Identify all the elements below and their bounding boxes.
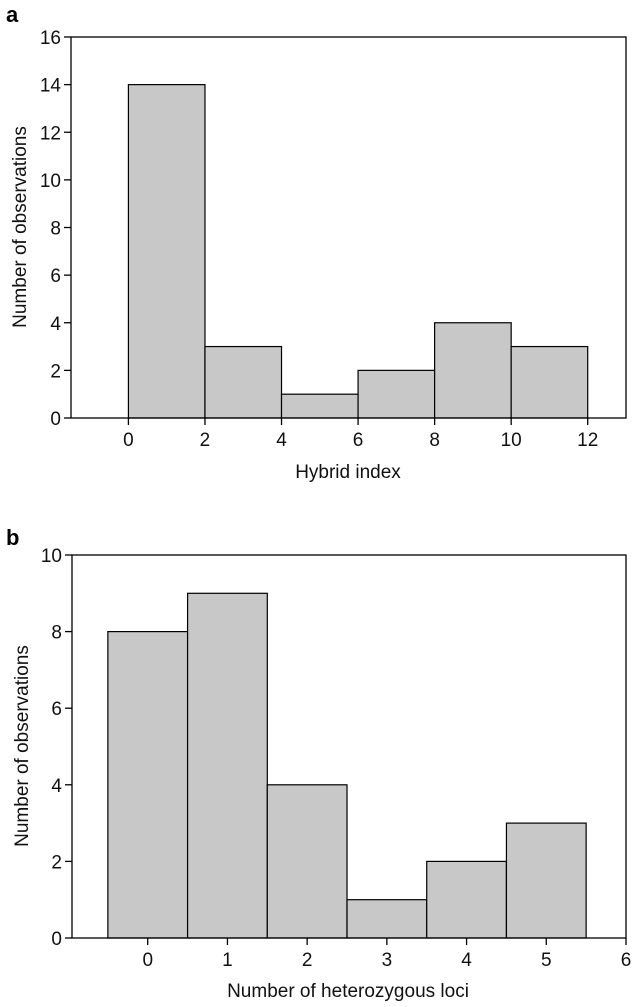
x-tick-label-a-0: 0	[123, 430, 134, 451]
x-tick-label-b-6: 6	[621, 950, 632, 971]
y-tick-label-b-1: 2	[51, 852, 62, 873]
x-axis-title-b: Number of heterozygous loci	[227, 981, 469, 1002]
y-tick-label-a-6: 12	[40, 123, 61, 144]
y-tick-label-a-7: 14	[40, 76, 62, 97]
x-tick-label-a-5: 10	[501, 430, 522, 451]
bar-b-1	[186, 592, 268, 939]
panel-letter-a: a	[6, 2, 19, 27]
y-tick-label-a-4: 8	[50, 219, 61, 240]
bar-b-4	[426, 860, 508, 939]
x-axis-a: 0 2 4 6 8 10 12	[123, 418, 598, 451]
x-tick-label-a-3: 6	[353, 430, 364, 451]
y-tick-label-a-5: 10	[40, 171, 61, 192]
x-tick-label-b-5: 5	[541, 950, 552, 971]
y-tick-label-a-8: 16	[40, 28, 61, 49]
x-tick-label-b-2: 2	[302, 950, 313, 971]
y-axis-title-a: Number of observations	[10, 126, 31, 328]
y-axis-title-b: Number of observations	[12, 645, 33, 847]
x-tick-label-b-3: 3	[382, 950, 393, 971]
x-tick-label-b-4: 4	[461, 950, 472, 971]
x-tick-label-a-4: 8	[429, 430, 440, 451]
y-tick-label-b-5: 10	[41, 546, 62, 567]
bars-b	[107, 592, 587, 939]
y-tick-label-a-0: 0	[50, 409, 61, 430]
y-axis-b: 0 2 4 6 8 10	[41, 546, 72, 950]
bar-a-3	[357, 369, 436, 419]
bar-a-0	[127, 84, 206, 419]
bar-b-3	[346, 899, 428, 939]
y-tick-label-b-4: 8	[51, 623, 62, 644]
bar-b-2	[266, 784, 348, 939]
bar-a-2	[280, 393, 359, 419]
y-tick-label-b-2: 4	[51, 776, 62, 797]
plot-frame-b	[71, 554, 627, 939]
y-axis-a: 0 2 4 6 8 10 12 14 16	[40, 28, 71, 430]
x-tick-label-b-0: 0	[142, 950, 153, 971]
x-axis-title-a: Hybrid index	[295, 462, 401, 483]
histogram-panel-a: a 0 2 4 6 8 10 12 14 16 0 2 4 6 8 10 12 Hybrid index N…	[6, 2, 627, 483]
bar-a-1	[204, 345, 283, 419]
x-tick-label-b-1: 1	[222, 950, 233, 971]
bar-a-4	[434, 322, 512, 419]
histogram-panel-b: b 0 2 4 6 8 10 0 1 2 3 4 5 6 Number of heterozygous…	[6, 525, 631, 1002]
y-tick-label-a-3: 6	[50, 266, 61, 287]
x-tick-label-a-6: 12	[577, 430, 598, 451]
x-tick-label-a-1: 2	[200, 430, 211, 451]
panel-letter-b: b	[6, 525, 19, 550]
y-tick-label-a-1: 2	[50, 361, 61, 382]
bar-b-5	[505, 822, 587, 939]
bar-b-0	[107, 630, 189, 939]
y-tick-label-b-0: 0	[51, 929, 62, 950]
x-axis-b: 0 1 2 3 4 5 6	[142, 938, 631, 971]
bars-a	[127, 84, 589, 419]
y-tick-label-b-3: 6	[51, 699, 62, 720]
bar-a-5	[510, 345, 589, 419]
y-tick-label-a-2: 4	[50, 314, 61, 335]
x-tick-label-a-2: 4	[276, 430, 287, 451]
